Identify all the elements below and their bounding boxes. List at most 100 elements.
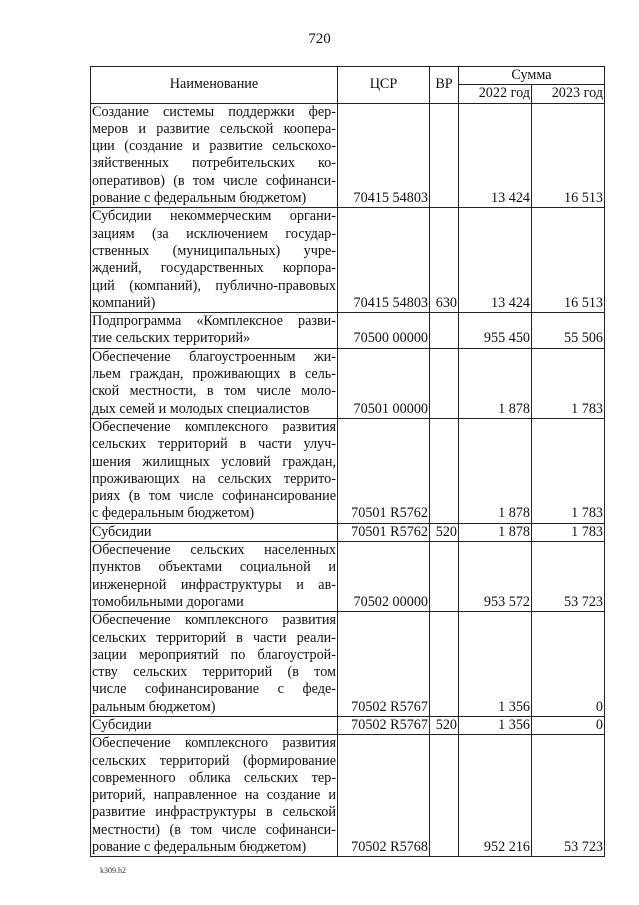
row-name-line: ждений, государственных корпора- [92,260,336,277]
table-row: Обеспечение комплексного развития сельски… [90,417,605,524]
document-code: k309.h2 [100,866,126,875]
table-row: Субсидии 70502 R5767 520 1 356 0 [90,715,605,736]
row-vr [429,611,459,717]
row-sum-2023: 16 513 [531,102,605,209]
row-name-line: тие сельских территорий» [92,330,251,347]
row-vr [429,347,459,419]
row-name-line: с федеральным бюджетом) [92,505,255,522]
row-vr [429,734,459,858]
row-sum-2023: 55 506 [531,312,605,349]
table-row: Создание системы поддержки фер-меров и р… [90,102,605,209]
row-name-line: ству сельских территорий (в том [92,664,336,681]
table-row: Субсидии 70501 R5762 520 1 878 1 783 [90,522,605,543]
row-name-line: Обеспечение сельских населенных [92,542,336,559]
row-csr: 70501 00000 [337,347,430,419]
budget-table: Наименование ЦСР ВР Сумма 2022 год 2023 … [90,65,605,858]
row-name-line: риторий, направленное на создание и [92,787,336,804]
row-name-line: томобильными дорогами [92,593,244,610]
row-sum-2023: 16 513 [531,207,605,314]
header-year-2023: 2023 год [531,84,605,104]
row-name: Обеспечение комплексного развития сельски… [90,734,338,858]
row-name-line: зациям (за исключением государ- [92,225,336,242]
page-number: 720 [308,31,331,47]
table-row: Обеспечение комплексного развития сельски… [90,734,605,858]
row-name-line: ций (компаний), публично-правовых [92,277,336,294]
row-csr: 70501 R5762 [337,417,430,524]
row-sum-2023: 1 783 [531,347,605,419]
row-sum-2022: 953 572 [458,541,532,613]
row-csr: 70415 54803 [337,102,430,209]
header-csr: ЦСР [337,66,430,104]
row-name: Создание системы поддержки фер-меров и р… [90,102,338,209]
row-csr: 70502 R5767 [337,611,430,717]
table-row: Обеспечение благоустроенным жи-льем граж… [90,347,605,419]
row-name-line: Обеспечение комплексного развития [92,418,336,435]
row-name: Обеспечение благоустроенным жи-льем граж… [90,347,338,419]
row-name: Обеспечение сельских населенных пунктов о… [90,541,338,613]
row-sum-2022: 1 878 [458,417,532,524]
row-name-line: ской местности, в том числе моло- [92,383,336,400]
row-sum-2023: 1 783 [531,522,605,543]
row-csr: 70502 00000 [337,541,430,613]
row-sum-2022: 955 450 [458,312,532,349]
header-name: Наименование [90,66,338,104]
row-name-line: рование с федеральным бюджетом) [92,839,307,856]
row-name-line: зяйственных потребительских ко- [92,155,336,172]
row-name-line: компаний) [92,294,156,311]
row-sum-2023: 53 723 [531,734,605,858]
row-name-line: шения жилищных условий граждан, [92,453,336,470]
row-name-line: сельских территорий в части реали- [92,629,336,646]
row-name-line: Подпрограмма «Комплексное разви- [92,313,336,330]
row-name-line: риях (в том числе софинансирование [92,488,336,505]
row-csr: 70500 00000 [337,312,430,349]
row-name-line: инженерной инфраструктуры и ав- [92,576,336,593]
row-vr: 630 [429,207,459,314]
row-name: Обеспечение комплексного развития сельски… [90,611,338,717]
row-name-line: числе софинансирование с феде- [92,681,336,698]
row-name-line: Обеспечение комплексного развития [92,612,336,629]
row-sum-2022: 1 356 [458,715,532,736]
row-vr: 520 [429,715,459,736]
header-year-2022: 2022 год [458,84,532,104]
row-sum-2022: 13 424 [458,207,532,314]
row-name-line: местности) (в том числе софинанси- [92,821,336,838]
row-name-line: Субсидии [92,523,152,540]
row-csr: 70502 R5767 [337,715,430,736]
row-csr: 70415 54803 [337,207,430,314]
row-name-line: дых семей и молодых специалистов [92,400,310,417]
row-name: Подпрограмма «Комплексное разви-тие сель… [90,312,338,349]
row-name-line: льем граждан, проживающих в сель- [92,366,336,383]
table-row: Обеспечение комплексного развития сельски… [90,611,605,717]
row-vr [429,417,459,524]
row-sum-2022: 952 216 [458,734,532,858]
row-vr [429,541,459,613]
row-name-line: меров и развитие сельской коопера- [92,120,336,137]
row-vr [429,312,459,349]
row-name: Субсидии некоммерческим органи-зациям (з… [90,207,338,314]
row-name-line: ральным бюджетом) [92,698,216,715]
row-name: Субсидии [90,522,338,543]
row-name-line: оперативов) (в том числе софинанси- [92,172,336,189]
row-sum-2022: 1 356 [458,611,532,717]
row-name-line: Субсидии [92,716,152,733]
row-csr: 70501 R5762 [337,522,430,543]
row-name-line: сельских территорий в части улуч- [92,436,336,453]
row-name-line: ственных (муниципальных) учре- [92,242,336,259]
header-vr: ВР [429,66,459,104]
table-row: Обеспечение сельских населенных пунктов о… [90,541,605,613]
row-sum-2023: 0 [531,715,605,736]
row-sum-2023: 1 783 [531,417,605,524]
row-name-line: проживающих на сельских террито- [92,470,336,487]
header-sum: Сумма [458,65,605,86]
row-name-line: пунктов объектами социальной и [92,559,336,576]
row-name-line: Обеспечение комплексного развития [92,735,336,752]
row-csr: 70502 R5768 [337,734,430,858]
row-name-line: Обеспечение благоустроенным жи- [92,348,336,365]
row-name-line: рование с федеральным бюджетом) [92,190,307,207]
row-vr: 520 [429,522,459,543]
row-name-line: ции (создание и развитие сельскохо- [92,138,336,155]
row-vr [429,102,459,209]
row-name-line: современного облика сельских тер- [92,769,336,786]
row-sum-2022: 1 878 [458,347,532,419]
row-name: Субсидии [90,715,338,736]
